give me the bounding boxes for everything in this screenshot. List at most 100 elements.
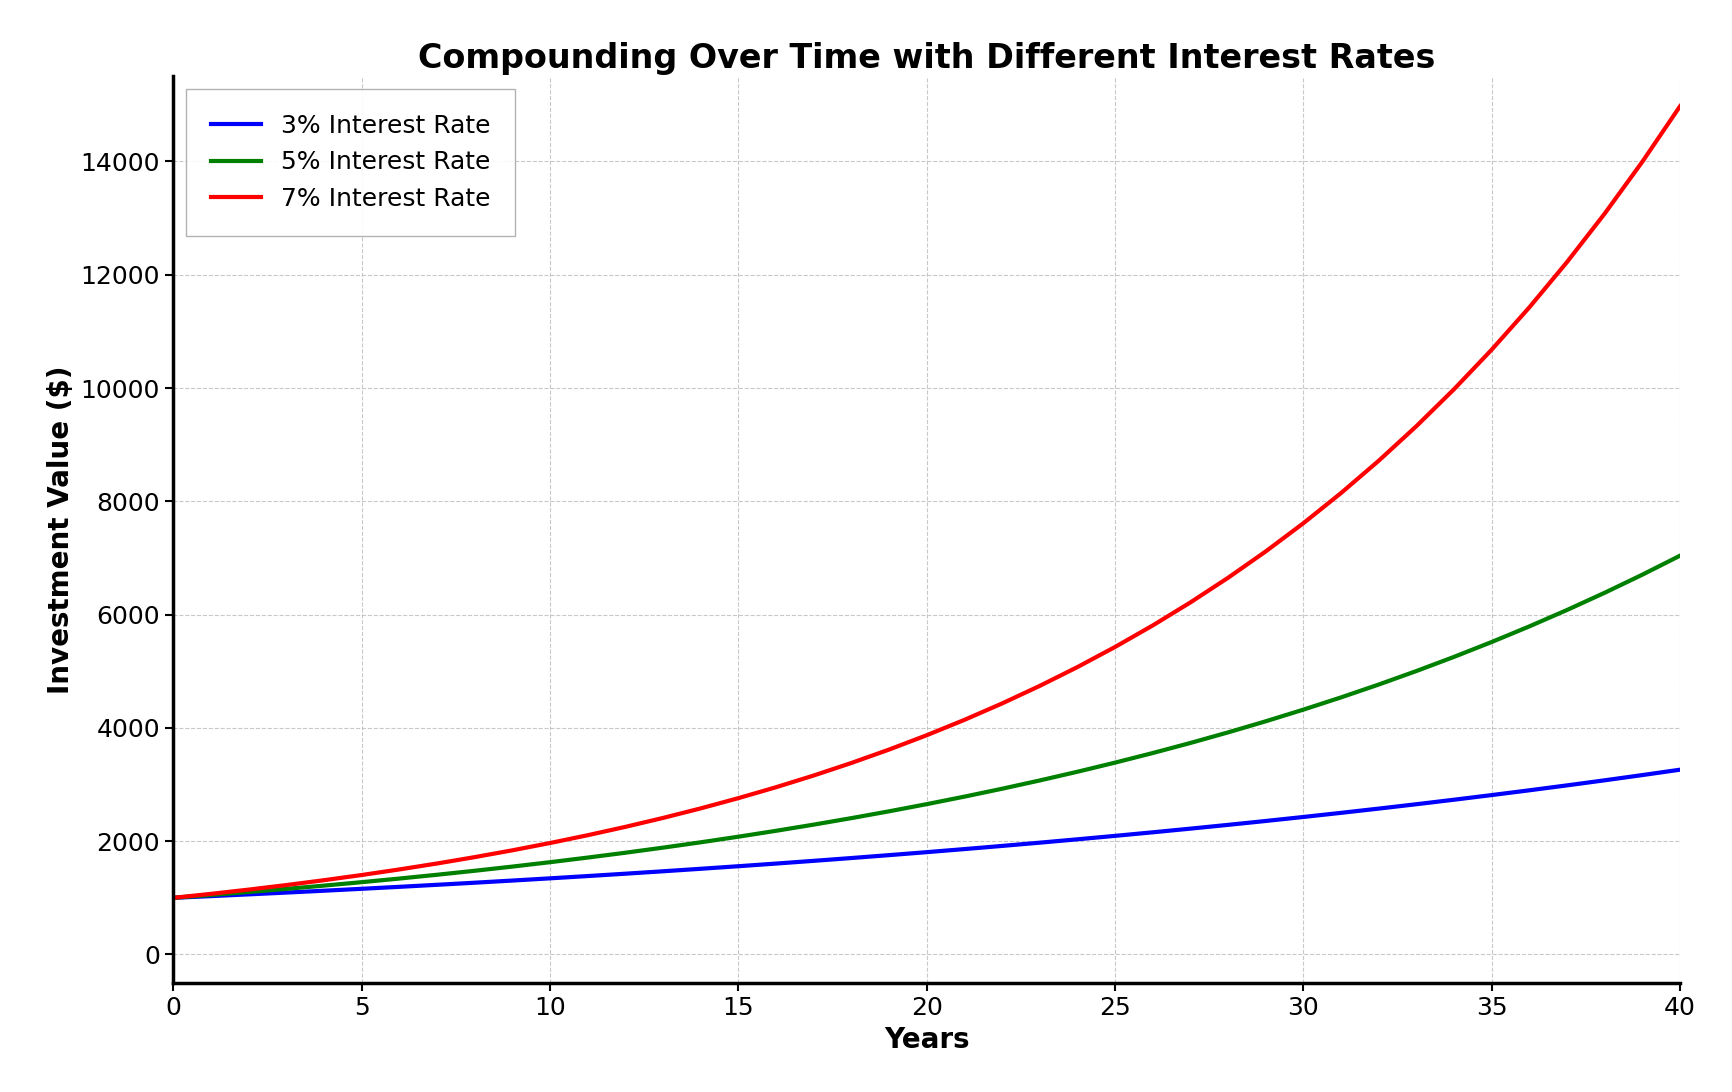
7% Interest Rate (1519, 300, 1540, 313)
5% Interest Rate (653, 841, 674, 854)
7% Interest Rate (464, 851, 485, 864)
5% Interest Rate (1670, 549, 1690, 562)
7% Interest Rate (1557, 256, 1578, 269)
7% Interest Rate (766, 781, 786, 794)
3% Interest Rate (163, 891, 184, 904)
3% Interest Rate (1632, 769, 1652, 782)
5% Interest Rate (1368, 678, 1389, 691)
Title: Compounding Over Time with Different Interest Rates: Compounding Over Time with Different Int… (417, 43, 1436, 75)
5% Interest Rate (539, 856, 559, 869)
5% Interest Rate (239, 886, 260, 899)
7% Interest Rate (1292, 517, 1313, 530)
7% Interest Rate (313, 874, 334, 887)
3% Interest Rate (502, 874, 523, 887)
3% Interest Rate (1481, 788, 1502, 802)
3% Interest Rate (1444, 793, 1465, 806)
3% Interest Rate (1105, 829, 1126, 842)
3% Interest Rate (1330, 806, 1351, 819)
7% Interest Rate (388, 863, 409, 876)
3% Interest Rate (539, 871, 559, 885)
3% Interest Rate (201, 890, 222, 903)
5% Interest Rate (388, 873, 409, 886)
X-axis label: Years: Years (883, 1025, 970, 1054)
7% Interest Rate (1067, 661, 1088, 674)
5% Interest Rate (426, 868, 447, 881)
7% Interest Rate (201, 888, 222, 901)
7% Interest Rate (1256, 545, 1276, 558)
7% Interest Rate (1481, 343, 1502, 356)
3% Interest Rate (577, 869, 598, 882)
3% Interest Rate (954, 843, 975, 856)
5% Interest Rate (1632, 568, 1652, 581)
5% Interest Rate (727, 830, 748, 843)
3% Interest Rate (842, 852, 863, 865)
3% Interest Rate (1406, 797, 1427, 810)
3% Interest Rate (615, 867, 636, 880)
5% Interest Rate (275, 882, 296, 895)
3% Interest Rate (1067, 833, 1088, 846)
Line: 7% Interest Rate: 7% Interest Rate (173, 106, 1680, 898)
5% Interest Rate (1481, 636, 1502, 649)
5% Interest Rate (878, 805, 899, 818)
7% Interest Rate (239, 883, 260, 897)
5% Interest Rate (1406, 665, 1427, 678)
5% Interest Rate (1256, 715, 1276, 728)
5% Interest Rate (1292, 703, 1313, 716)
3% Interest Rate (464, 876, 485, 889)
7% Interest Rate (163, 891, 184, 904)
3% Interest Rate (1143, 826, 1164, 839)
7% Interest Rate (1632, 155, 1652, 168)
5% Interest Rate (804, 818, 824, 831)
5% Interest Rate (1143, 747, 1164, 760)
5% Interest Rate (352, 876, 372, 889)
7% Interest Rate (615, 820, 636, 833)
5% Interest Rate (842, 811, 863, 824)
3% Interest Rate (689, 863, 712, 876)
7% Interest Rate (1105, 641, 1126, 654)
3% Interest Rate (275, 886, 296, 899)
7% Interest Rate (991, 697, 1011, 710)
7% Interest Rate (878, 743, 899, 756)
Line: 5% Interest Rate: 5% Interest Rate (173, 556, 1680, 898)
7% Interest Rate (1143, 619, 1164, 632)
5% Interest Rate (1519, 620, 1540, 633)
5% Interest Rate (1444, 651, 1465, 664)
5% Interest Rate (991, 782, 1011, 795)
3% Interest Rate (1593, 774, 1614, 787)
3% Interest Rate (653, 865, 674, 878)
7% Interest Rate (804, 769, 824, 782)
7% Interest Rate (1330, 487, 1351, 500)
7% Interest Rate (1593, 207, 1614, 221)
5% Interest Rate (1105, 756, 1126, 769)
5% Interest Rate (464, 864, 485, 877)
7% Interest Rate (1218, 571, 1238, 584)
5% Interest Rate (502, 860, 523, 874)
3% Interest Rate (388, 880, 409, 893)
7% Interest Rate (1179, 596, 1200, 609)
7% Interest Rate (1368, 454, 1389, 467)
7% Interest Rate (842, 757, 863, 770)
3% Interest Rate (426, 878, 447, 891)
5% Interest Rate (1593, 586, 1614, 600)
7% Interest Rate (352, 868, 372, 881)
3% Interest Rate (1179, 822, 1200, 835)
5% Interest Rate (163, 891, 184, 904)
7% Interest Rate (539, 836, 559, 850)
7% Interest Rate (689, 802, 712, 815)
3% Interest Rate (1519, 784, 1540, 797)
3% Interest Rate (727, 859, 748, 873)
3% Interest Rate (1029, 836, 1050, 850)
7% Interest Rate (1444, 382, 1465, 395)
Line: 3% Interest Rate: 3% Interest Rate (173, 770, 1680, 898)
5% Interest Rate (916, 797, 937, 810)
3% Interest Rate (1292, 810, 1313, 823)
7% Interest Rate (954, 713, 975, 726)
3% Interest Rate (1557, 779, 1578, 792)
7% Interest Rate (426, 857, 447, 870)
5% Interest Rate (954, 791, 975, 804)
7% Interest Rate (916, 728, 937, 741)
5% Interest Rate (766, 824, 786, 838)
3% Interest Rate (352, 882, 372, 895)
Y-axis label: Investment Value ($): Investment Value ($) (47, 366, 74, 693)
5% Interest Rate (313, 879, 334, 892)
